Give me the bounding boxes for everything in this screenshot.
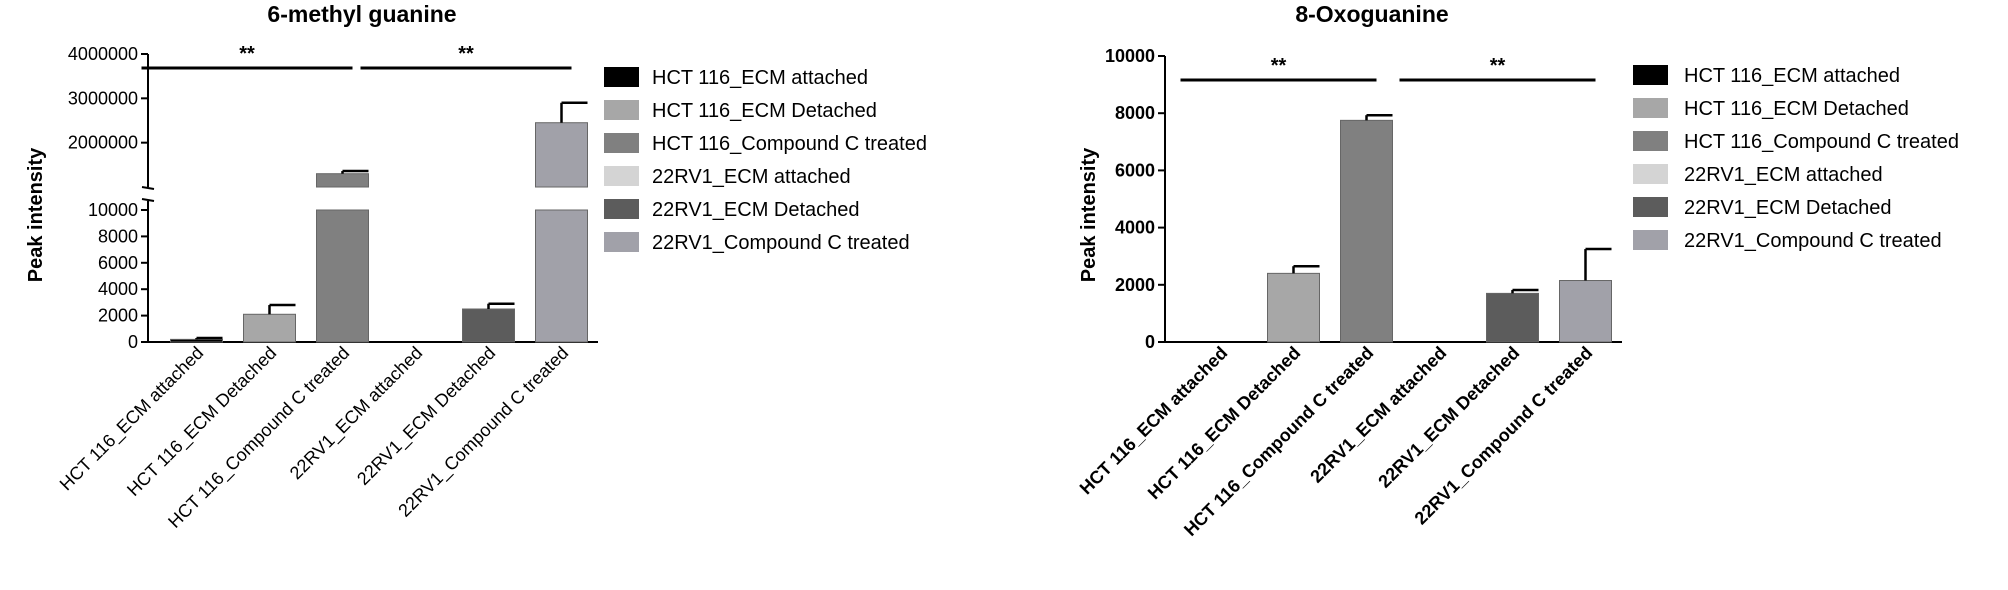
chart1-category-label: HCT 116_ECM attached [56,343,208,495]
chart1-axis-break-mark [141,198,155,202]
chart1-category-label: HCT 116_ECM Detached [123,343,281,501]
chart1-bar [170,338,223,343]
chart1-legend-label: HCT 116_ECM Detached [652,100,877,122]
chart2-ytick-label: 6000 [1115,160,1155,180]
chart2-legend-swatch [1633,230,1668,250]
chart2-category-label: HCT 116_ECM attached [1076,343,1232,499]
chart1-y-axis-label: Peak intensity [25,147,47,282]
chart2-legend-label: 22RV1_ECM Detached [1684,197,1892,219]
chart1-ytick-label: 8000 [98,226,138,246]
chart1-bar [535,209,588,343]
chart2-legend-label: 22RV1_Compound C treated [1684,230,1942,252]
chart2-legend-swatch [1633,98,1668,118]
chart2-legend-swatch [1633,65,1668,85]
chart1-legend-label: HCT 116_ECM attached [652,67,868,89]
chart2-significance-label: ** [1271,55,1287,77]
chart2-bar [1486,292,1539,343]
chart1-ytick-label: 6000 [98,253,138,273]
chart1-legend-label: 22RV1_Compound C treated [652,232,910,254]
chart2-ytick-label: 8000 [1115,103,1155,123]
chart1-significance-label: ** [239,43,255,65]
chart1-bar [243,313,296,343]
chart2-legend-label: HCT 116_ECM attached [1684,65,1900,87]
chart2-legend-swatch [1633,197,1668,217]
chart1-legend-label: HCT 116_Compound C treated [652,133,927,155]
chart2-bar [1559,280,1612,343]
chart1-ytick-label: 4000000 [68,44,138,64]
chart2-ytick-label: 2000 [1115,275,1155,295]
chart2-y-axis-label: Peak intensity [1078,147,1100,282]
chart1-ytick-label: 10000 [88,200,138,220]
chart2-bar [1340,119,1393,343]
chart1-title: 6-methyl guanine [267,1,456,27]
chart2-ytick-label: 10000 [1105,46,1155,66]
chart1-legend-swatch [604,166,639,186]
chart1-category-label: 22RV1_ECM attached [286,343,427,484]
chart1-legend-swatch [604,133,639,153]
chart2-legend-label: 22RV1_ECM attached [1684,164,1883,186]
chart1-legend-swatch [604,100,639,120]
chart1-ytick-label: 3000000 [68,88,138,108]
chart2-legend-label: HCT 116_Compound C treated [1684,131,1959,153]
chart1-ytick-label: 2000000 [68,133,138,153]
chart1-axis-break-mark [141,186,155,190]
chart1-ytick-label: 2000 [98,306,138,326]
chart1-legend-swatch [604,232,639,252]
chart1-ytick-label: 4000 [98,279,138,299]
chart2-legend-swatch [1633,164,1668,184]
chart2-bar [1267,272,1320,343]
chart1-bar-upper [316,173,369,188]
chart1-legend-swatch [604,199,639,219]
chart1-legend-label: 22RV1_ECM Detached [652,199,860,221]
chart2-legend-swatch [1633,131,1668,151]
chart2-category-label: 22RV1_ECM attached [1306,343,1450,487]
chart1-legend-label: 22RV1_ECM attached [652,166,851,188]
chart1-category-label: 22RV1_ECM Detached [353,343,500,490]
chart1-bar [316,209,369,343]
chart2-significance-label: ** [1490,55,1506,77]
chart2-title: 8-Oxoguanine [1295,1,1448,27]
chart2-category-label: 22RV1_ECM Detached [1374,343,1523,492]
chart1-bar [462,308,515,343]
chart2-category-label: HCT 116_ECM Detached [1144,343,1305,504]
chart2-legend-label: HCT 116_ECM Detached [1684,98,1909,120]
chart1-ytick-label: 0 [128,332,138,352]
chart-8-oxoguanine: 8-Oxoguanine Peak intensity 0 2000 4000 600… [1076,1,1959,540]
chart2-ytick-label: 0 [1145,332,1155,352]
chart-6-methyl-guanine: 6-methyl guanine Peak intensity 0 2000 400… [25,1,927,533]
chart2-ytick-label: 4000 [1115,218,1155,238]
chart1-legend-swatch [604,67,639,87]
chart1-bar-upper [535,122,588,188]
chart1-significance-label: ** [458,43,474,65]
